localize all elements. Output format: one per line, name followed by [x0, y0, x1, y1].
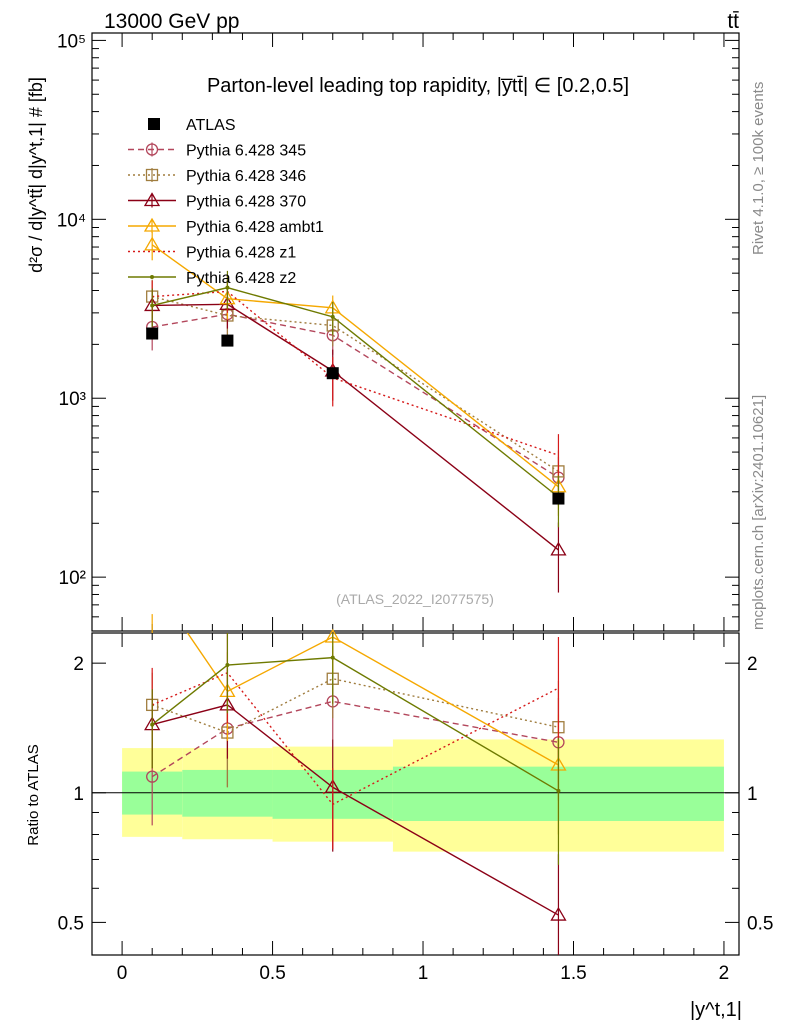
series-line-ambt1	[151, 244, 559, 488]
legend-item-p346: Pythia 6.428 346	[128, 168, 306, 185]
legend-label-p370: Pythia 6.428 370	[186, 194, 306, 211]
series-z2	[150, 270, 561, 528]
series-line-z2	[152, 286, 559, 498]
series-point-z2	[150, 303, 155, 308]
series-point-ambt1	[144, 236, 161, 251]
main-ytick-label: 10⁵	[57, 31, 86, 52]
header-process: tt̄	[727, 10, 739, 33]
series-point-atlas	[326, 367, 339, 380]
legend-label-z2: Pythia 6.428 z2	[186, 270, 296, 287]
side-mcplots: mcplots.cern.ch [arXiv:2401.10621]	[750, 395, 767, 630]
ratio-ytick-label-right: 1	[747, 784, 758, 805]
legend-item-z1: Pythia 6.428 z1	[128, 245, 296, 262]
legend-label-p346: Pythia 6.428 346	[186, 168, 306, 185]
ratio-xtick-label: 1	[418, 963, 429, 984]
ratio-ylabel: Ratio to ATLAS	[25, 744, 42, 845]
legend-marker-ambt1	[143, 217, 161, 232]
series-line-p370	[152, 704, 559, 916]
series-line-p346	[151, 678, 559, 734]
series-point-z2	[556, 788, 561, 793]
main-ylabel: d²σ / d|y^tt̄| d|y^t,1| # [fb]	[26, 77, 46, 273]
header-energy: 13000 GeV pp	[104, 10, 239, 33]
series-atlas	[146, 327, 565, 505]
main-panel: 10² 10³ 10⁴ 10⁵	[57, 31, 740, 632]
series-line-p345	[151, 700, 559, 778]
main-ytick-label: 10³	[59, 389, 86, 410]
legend-item-p345: Pythia 6.428 345	[128, 142, 306, 160]
side-rivet: Rivet 4.1.0, ≥ 100k events	[750, 82, 767, 255]
series-point-atlas	[552, 492, 565, 505]
ratio-ytick-label-right: 2	[747, 654, 758, 675]
series-point-z2	[330, 655, 335, 660]
ratio-ytick-label: 2	[73, 654, 84, 675]
series-point-z2	[225, 285, 230, 290]
main-ytick-label: 10²	[59, 568, 86, 589]
series-p345	[146, 295, 565, 506]
series-point-z2	[150, 722, 155, 727]
main-watermark: (ATLAS_2022_I2077575)	[336, 591, 494, 607]
series-line-z1	[152, 290, 559, 456]
series-point-p345	[146, 770, 159, 783]
main-ytick-label: 10⁴	[57, 210, 86, 231]
ratio-ytick-label: 1	[73, 784, 84, 805]
series-line-p346	[152, 295, 559, 472]
series-line-z2	[151, 656, 559, 792]
series-point-z2	[330, 314, 335, 319]
series-point-z2	[225, 663, 230, 668]
series-line-p370	[152, 303, 559, 551]
ratio-ytick-label: 0.5	[58, 913, 84, 934]
legend-label-z1: Pythia 6.428 z1	[186, 245, 296, 262]
series-p370	[144, 285, 567, 593]
legend-label-atlas: ATLAS	[186, 117, 236, 134]
series-point-p370	[550, 906, 567, 921]
legend-item-atlas: ATLAS	[148, 117, 236, 134]
ratio-xtick-label: 0.5	[259, 963, 285, 984]
legend-marker-p346	[145, 168, 159, 182]
legend-label-ambt1: Pythia 6.428 ambt1	[186, 219, 324, 236]
series-z1	[151, 274, 560, 485]
legend-marker-z2	[150, 275, 154, 279]
legend-marker-atlas	[148, 118, 160, 130]
main-title: Parton-level leading top rapidity, |y̅tt…	[207, 75, 629, 97]
ratio-frame	[91, 632, 740, 956]
series-p346	[146, 279, 565, 500]
series-line-p345	[152, 313, 559, 479]
x-axis-label: |y^t,1|	[690, 999, 742, 1021]
legend-item-z2: Pythia 6.428 z2	[128, 270, 296, 287]
ratio-xtick-label: 0	[117, 963, 128, 984]
ratio-ytick-label-right: 0.5	[747, 913, 773, 934]
ratio-panel: 0 0.5 1 1.5 2 0.5 0.5 1 1 2 2	[58, 614, 773, 984]
series-line-ambt1	[186, 633, 559, 766]
series-line-z1	[151, 671, 559, 806]
series-z2	[150, 633, 561, 865]
legend-label-p345: Pythia 6.428 345	[186, 143, 306, 160]
ratio-xtick-label: 1.5	[560, 963, 586, 984]
ratio-xtick-label: 2	[719, 963, 730, 984]
legend: ATLAS Pythia 6.428 345 Pythia 6.428 346 Pyt…	[128, 117, 324, 287]
legend-item-p370: Pythia 6.428 370	[128, 192, 306, 211]
series-point-atlas	[221, 334, 234, 347]
legend-marker-p370	[143, 192, 161, 207]
series-point-atlas	[146, 327, 159, 340]
series-point-p370	[550, 541, 567, 556]
legend-marker-p345	[145, 143, 159, 156]
legend-item-ambt1: Pythia 6.428 ambt1	[128, 217, 324, 236]
main-frame	[91, 32, 740, 632]
